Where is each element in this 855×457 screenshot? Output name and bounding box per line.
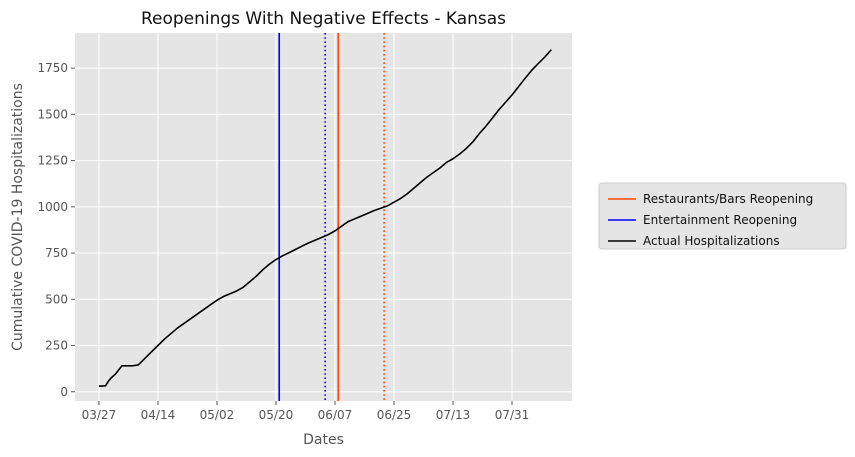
series-lines xyxy=(98,49,552,388)
y-axis-ticks: 0 250 500 750 1000 1250 1500 1750 xyxy=(37,61,75,399)
y-tick-label: 1250 xyxy=(37,154,68,168)
x-tick-label: 06/25 xyxy=(377,408,412,422)
legend: Restaurants/Bars Reopening Entertainment … xyxy=(598,182,847,250)
y-tick-label: 1000 xyxy=(37,200,68,214)
legend-entry-label: Entertainment Reopening xyxy=(643,213,797,227)
x-tick-label: 07/13 xyxy=(436,408,471,422)
x-axis-ticks: 03/27 04/14 05/02 05/20 06/07 06/25 07/13 07/31 xyxy=(82,401,530,422)
x-tick-label: 04/14 xyxy=(141,408,176,422)
x-axis-label: Dates xyxy=(303,432,344,448)
legend-entry-label: Restaurants/Bars Reopening xyxy=(643,192,813,206)
y-tick-label: 1750 xyxy=(37,61,68,75)
legend-box xyxy=(598,182,847,250)
legend-entry-label: Actual Hospitalizations xyxy=(643,234,780,248)
y-tick-label: 250 xyxy=(45,339,68,353)
y-tick-label: 0 xyxy=(60,385,68,399)
x-tick-label: 06/07 xyxy=(318,408,353,422)
reopening-lines xyxy=(278,33,385,401)
chart-title: Reopenings With Negative Effects - Kansa… xyxy=(141,9,506,29)
y-tick-label: 750 xyxy=(45,246,68,260)
x-tick-label: 05/20 xyxy=(259,408,294,422)
series-line-actual-hospitalizations xyxy=(98,49,552,388)
y-tick-label: 500 xyxy=(45,292,68,306)
x-tick-label: 05/02 xyxy=(200,408,235,422)
x-tick-label: 07/31 xyxy=(495,408,530,422)
y-axis-label: Cumulative COVID-19 Hospitalizations xyxy=(10,83,26,351)
y-tick-label: 1500 xyxy=(37,107,68,121)
x-tick-label: 03/27 xyxy=(82,408,117,422)
grid-lines xyxy=(75,33,572,401)
